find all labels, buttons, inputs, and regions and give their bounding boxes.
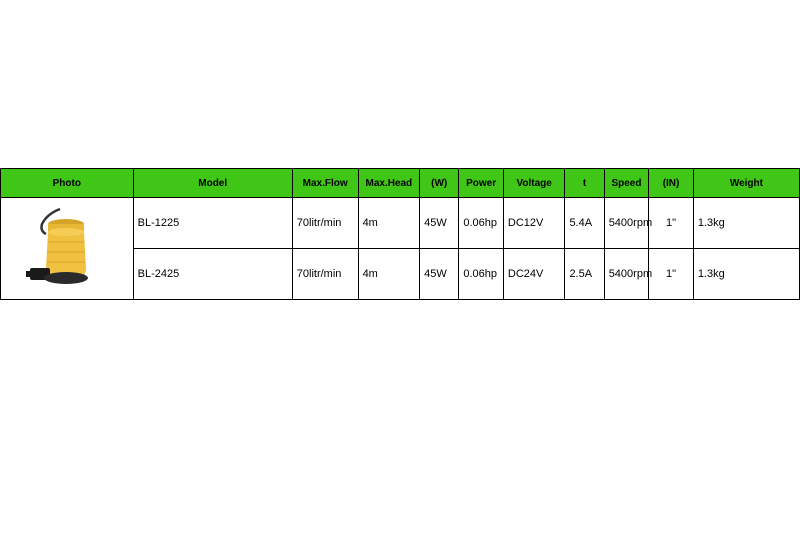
cell-weight: 1.3kg [693,249,799,300]
cell-maxflow: 70litr/min [292,249,358,300]
cell-in: 1" [649,249,694,300]
header-photo: Photo [1,169,134,198]
header-maxhead: Max.Head [358,169,420,198]
cell-model: BL-2425 [133,249,292,300]
cell-w: 45W [420,198,459,249]
header-speed: Speed [604,169,649,198]
cell-maxhead: 4m [358,249,420,300]
cell-voltage: DC12V [503,198,565,249]
header-model: Model [133,169,292,198]
cell-w: 45W [420,249,459,300]
cell-weight: 1.3kg [693,198,799,249]
table-row: BL-1225 70litr/min 4m 45W 0.06hp DC12V 5… [1,198,800,249]
cell-speed: 5400rpm [604,198,649,249]
cell-t: 2.5A [565,249,604,300]
pump-icon [22,206,112,288]
cell-voltage: DC24V [503,249,565,300]
product-photo-cell [1,198,134,300]
cell-model: BL-1225 [133,198,292,249]
cell-maxflow: 70litr/min [292,198,358,249]
header-weight: Weight [693,169,799,198]
cell-power: 0.06hp [459,249,504,300]
cell-maxhead: 4m [358,198,420,249]
header-w: (W) [420,169,459,198]
header-maxflow: Max.Flow [292,169,358,198]
header-voltage: Voltage [503,169,565,198]
spec-table-container: Photo Model Max.Flow Max.Head (W) Power … [0,168,800,300]
cell-t: 5.4A [565,198,604,249]
table-header: Photo Model Max.Flow Max.Head (W) Power … [1,169,800,198]
header-in: (IN) [649,169,694,198]
cell-in: 1" [649,198,694,249]
cell-speed: 5400rpm [604,249,649,300]
header-power: Power [459,169,504,198]
spec-table: Photo Model Max.Flow Max.Head (W) Power … [0,168,800,300]
header-t: t [565,169,604,198]
cell-power: 0.06hp [459,198,504,249]
